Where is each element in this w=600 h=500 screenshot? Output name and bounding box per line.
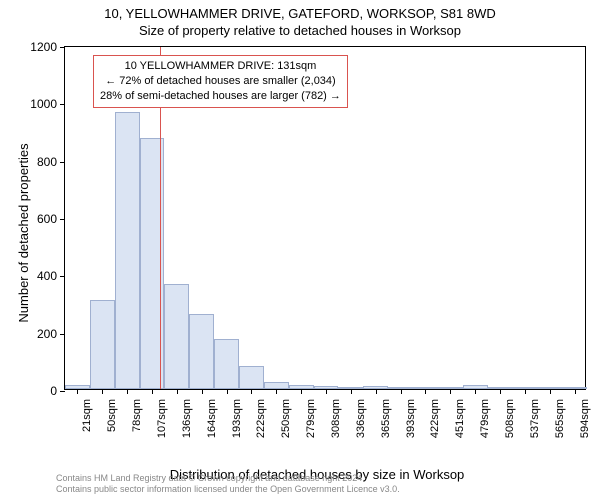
xtick: [127, 389, 128, 394]
annotation-line: ← 72% of detached houses are smaller (2,…: [100, 74, 341, 89]
histogram-bar: [90, 300, 115, 389]
xtick: [326, 389, 327, 394]
xtick-label: 365sqm: [380, 399, 392, 438]
plot-region: 02004006008001000120021sqm50sqm78sqm107s…: [64, 46, 586, 390]
annotation-line: 28% of semi-detached houses are larger (…: [100, 89, 341, 104]
ytick-label: 1000: [30, 97, 57, 111]
histogram-bar: [115, 112, 140, 389]
xtick-label: 164sqm: [206, 399, 218, 438]
xtick-label: 508sqm: [504, 399, 516, 438]
histogram-bar: [214, 339, 239, 389]
xtick-label: 565sqm: [554, 399, 566, 438]
ytick: [60, 334, 65, 335]
xtick: [227, 389, 228, 394]
xtick: [550, 389, 551, 394]
xtick: [475, 389, 476, 394]
y-axis-label: Number of detached properties: [16, 143, 31, 322]
ytick: [60, 104, 65, 105]
xtick-label: 193sqm: [231, 399, 243, 438]
annotation-line: 10 YELLOWHAMMER DRIVE: 131sqm: [100, 59, 341, 74]
xtick-label: 594sqm: [579, 399, 591, 438]
xtick: [351, 389, 352, 394]
xtick-label: 222sqm: [255, 399, 267, 438]
xtick-label: 107sqm: [156, 399, 168, 438]
xtick-label: 479sqm: [479, 399, 491, 438]
xtick: [401, 389, 402, 394]
xtick-label: 336sqm: [355, 399, 367, 438]
xtick: [276, 389, 277, 394]
page-title: 10, YELLOWHAMMER DRIVE, GATEFORD, WORKSO…: [0, 0, 600, 21]
xtick: [301, 389, 302, 394]
xtick-label: 422sqm: [429, 399, 441, 438]
xtick: [525, 389, 526, 394]
xtick: [450, 389, 451, 394]
ytick: [60, 391, 65, 392]
chart-area: Number of detached properties 0200400600…: [48, 46, 586, 420]
page-subtitle: Size of property relative to detached ho…: [0, 21, 600, 38]
xtick-label: 537sqm: [529, 399, 541, 438]
ytick-label: 200: [37, 327, 57, 341]
xtick: [202, 389, 203, 394]
xtick: [152, 389, 153, 394]
xtick: [376, 389, 377, 394]
xtick-label: 50sqm: [106, 399, 118, 432]
ytick: [60, 162, 65, 163]
xtick: [425, 389, 426, 394]
xtick-label: 279sqm: [305, 399, 317, 438]
ytick: [60, 219, 65, 220]
xtick-label: 78sqm: [131, 399, 143, 432]
ytick: [60, 47, 65, 48]
ytick-label: 0: [50, 384, 57, 398]
xtick-label: 136sqm: [181, 399, 193, 438]
histogram-bar: [189, 314, 214, 389]
xtick-label: 393sqm: [405, 399, 417, 438]
xtick: [177, 389, 178, 394]
xtick: [251, 389, 252, 394]
histogram-bar: [264, 382, 289, 389]
footer-line1: Contains HM Land Registry data © Crown c…: [56, 473, 400, 485]
ytick-label: 800: [37, 155, 57, 169]
xtick: [102, 389, 103, 394]
histogram-bar: [164, 284, 189, 389]
xtick-label: 451sqm: [454, 399, 466, 438]
xtick-label: 21sqm: [81, 399, 93, 432]
xtick-label: 250sqm: [280, 399, 292, 438]
ytick-label: 400: [37, 269, 57, 283]
ytick-label: 1200: [30, 40, 57, 54]
histogram-bar: [239, 366, 264, 389]
footer-attribution: Contains HM Land Registry data © Crown c…: [56, 473, 400, 496]
ytick: [60, 276, 65, 277]
xtick: [77, 389, 78, 394]
annotation-box: 10 YELLOWHAMMER DRIVE: 131sqm← 72% of de…: [93, 55, 348, 108]
footer-line2: Contains public sector information licen…: [56, 484, 400, 496]
xtick: [500, 389, 501, 394]
ytick-label: 600: [37, 212, 57, 226]
xtick: [575, 389, 576, 394]
xtick-label: 308sqm: [330, 399, 342, 438]
